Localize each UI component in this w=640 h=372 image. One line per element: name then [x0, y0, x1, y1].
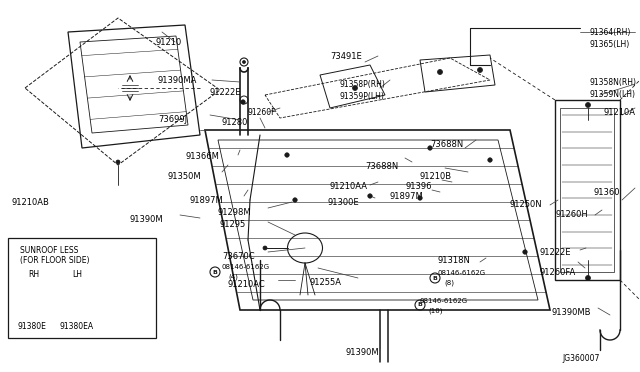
Text: LH: LH: [72, 270, 82, 279]
Text: 91210AC: 91210AC: [228, 280, 266, 289]
Text: 91390M: 91390M: [130, 215, 164, 224]
Text: B: B: [433, 276, 437, 280]
Text: 08146-6162G: 08146-6162G: [222, 264, 270, 270]
Circle shape: [353, 86, 358, 90]
Text: 91364(RH): 91364(RH): [590, 28, 632, 37]
Text: 91222E: 91222E: [210, 88, 241, 97]
Text: 91300E: 91300E: [328, 198, 360, 207]
Circle shape: [241, 100, 245, 104]
Circle shape: [523, 250, 527, 254]
Text: 91210A: 91210A: [604, 108, 636, 117]
Circle shape: [586, 103, 591, 108]
Text: 91380EA: 91380EA: [60, 322, 94, 331]
Text: 91210B: 91210B: [420, 172, 452, 181]
Text: 73688N: 73688N: [365, 162, 398, 171]
Text: 91396: 91396: [405, 182, 431, 191]
Text: 91260H: 91260H: [556, 210, 589, 219]
Text: 91359N(LH): 91359N(LH): [590, 90, 636, 99]
Circle shape: [293, 198, 297, 202]
Text: 91358P(RH): 91358P(RH): [340, 80, 386, 89]
Text: 91295: 91295: [220, 220, 246, 229]
Text: 91897M: 91897M: [390, 192, 424, 201]
Text: 91298M: 91298M: [218, 208, 252, 217]
Text: 73491E: 73491E: [330, 52, 362, 61]
Text: 08146-6162G: 08146-6162G: [420, 298, 468, 304]
Text: 91222E: 91222E: [540, 248, 572, 257]
Text: 73699J: 73699J: [158, 115, 187, 124]
Circle shape: [418, 196, 422, 200]
Text: (8): (8): [444, 280, 454, 286]
Text: 91318N: 91318N: [438, 256, 471, 265]
Text: 91366M: 91366M: [186, 152, 220, 161]
Text: JG360007: JG360007: [562, 354, 600, 363]
Text: 91250N: 91250N: [510, 200, 543, 209]
Text: 91255A: 91255A: [310, 278, 342, 287]
Circle shape: [368, 194, 372, 198]
Text: 91280: 91280: [222, 118, 248, 127]
Text: 08146-6162G: 08146-6162G: [438, 270, 486, 276]
Circle shape: [36, 324, 40, 327]
Circle shape: [428, 146, 432, 150]
Circle shape: [438, 70, 442, 74]
Text: (FOR FLOOR SIDE): (FOR FLOOR SIDE): [20, 256, 90, 265]
Text: B: B: [417, 302, 422, 308]
Text: 91260F: 91260F: [248, 108, 276, 117]
Text: 91210AA: 91210AA: [330, 182, 368, 191]
Text: SUNROOF LESS: SUNROOF LESS: [20, 246, 78, 255]
Text: 91897M: 91897M: [190, 196, 224, 205]
Circle shape: [488, 158, 492, 162]
Circle shape: [116, 160, 120, 164]
Text: 91360: 91360: [594, 188, 621, 197]
Text: 91390M: 91390M: [345, 348, 379, 357]
Text: (4): (4): [228, 274, 238, 280]
Text: 73688N: 73688N: [430, 140, 463, 149]
Circle shape: [477, 67, 483, 73]
Circle shape: [285, 153, 289, 157]
Text: 73670C: 73670C: [222, 252, 255, 261]
Text: 91210AB: 91210AB: [12, 198, 50, 207]
Text: (10): (10): [428, 308, 442, 314]
Text: 91359P(LH): 91359P(LH): [340, 92, 385, 101]
Bar: [8, 238, 156, 338]
Circle shape: [586, 276, 591, 280]
Text: 91365(LH): 91365(LH): [590, 40, 630, 49]
Text: RH: RH: [28, 270, 39, 279]
Text: 91350M: 91350M: [168, 172, 202, 181]
Text: 91380E: 91380E: [18, 322, 47, 331]
Text: 91390MB: 91390MB: [552, 308, 591, 317]
Text: B: B: [212, 269, 218, 275]
Circle shape: [263, 246, 267, 250]
Circle shape: [243, 61, 246, 64]
Text: 91260FA: 91260FA: [540, 268, 576, 277]
Text: 91210: 91210: [155, 38, 181, 47]
Text: 91358N(RH): 91358N(RH): [590, 78, 637, 87]
Text: 91390MA: 91390MA: [158, 76, 197, 85]
Circle shape: [81, 324, 83, 327]
